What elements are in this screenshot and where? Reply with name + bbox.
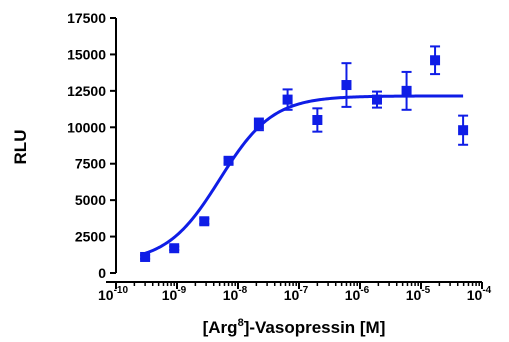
x-tick-base: 10 [284, 287, 300, 303]
x-tick-base: 10 [345, 287, 361, 303]
point-marker [282, 94, 293, 105]
y-axis: 0 2500 5000 7500 10000 12500 15000 17500 [67, 10, 117, 281]
x-tick-base: 10 [223, 287, 239, 303]
point-marker [401, 85, 412, 96]
x-tick-base: 10 [98, 287, 114, 303]
x-axis-title: [Arg8]-Vasopressin [M] [203, 317, 386, 337]
point-marker [169, 243, 180, 254]
x-tick-exponent: -8 [238, 285, 247, 296]
x-tick-label: 10-10 [98, 285, 128, 303]
x-tick-exponent: -6 [360, 285, 369, 296]
point-marker [341, 80, 352, 91]
fit-curve [144, 94, 464, 255]
x-tick-label: 10-4 [467, 285, 492, 303]
point-marker [430, 55, 441, 66]
x-tick-label: 10-5 [406, 285, 431, 303]
point-marker [458, 125, 469, 136]
plot-area [140, 45, 469, 262]
data-point [430, 45, 441, 76]
x-tick-label: 10-9 [162, 285, 187, 303]
data-point [253, 117, 264, 132]
data-point [312, 107, 323, 133]
x-tick-base: 10 [406, 287, 422, 303]
data-point [169, 243, 180, 254]
y-tick-label: 10000 [67, 119, 106, 135]
y-axis-title: RLU [11, 130, 30, 165]
y-tick-label: 0 [98, 265, 106, 281]
x-axis-title-superscript: 8 [238, 317, 244, 329]
y-tick-label: 12500 [67, 83, 106, 99]
x-axis-title-prefix: [Arg [203, 318, 238, 337]
data-point [401, 70, 412, 111]
x-tick-exponent: -4 [482, 285, 491, 296]
x-tick-exponent: -7 [299, 285, 308, 296]
y-tick-label: 17500 [67, 10, 106, 26]
data-point [372, 90, 383, 109]
point-marker [253, 119, 264, 130]
point-marker [199, 216, 210, 227]
data-point [458, 114, 469, 146]
x-tick-label: 10-7 [284, 285, 309, 303]
data-point [140, 251, 151, 262]
x-tick-exponent: -9 [177, 285, 186, 296]
data-point [199, 216, 210, 227]
point-marker [140, 251, 151, 262]
data-point [341, 62, 352, 108]
y-tick-label: 7500 [75, 156, 106, 172]
x-tick-exponent: -5 [421, 285, 430, 296]
point-marker [223, 155, 234, 166]
data-point [282, 88, 293, 111]
x-tick-base: 10 [467, 287, 483, 303]
x-axis-title-suffix: ]-Vasopressin [M] [244, 318, 386, 337]
y-tick-label: 5000 [75, 192, 106, 208]
y-tick-label: 2500 [75, 229, 106, 245]
x-tick-label: 10-6 [345, 285, 370, 303]
x-axis: 10-10 10-9 10-8 10-7 10-6 10-5 10-4 [98, 281, 492, 303]
point-marker [372, 94, 383, 105]
x-tick-base: 10 [162, 287, 178, 303]
x-tick-label: 10-8 [223, 285, 248, 303]
data-point [223, 155, 234, 166]
y-tick-label: 15000 [67, 46, 106, 62]
point-marker [312, 115, 323, 125]
x-tick-exponent: -10 [114, 285, 129, 296]
